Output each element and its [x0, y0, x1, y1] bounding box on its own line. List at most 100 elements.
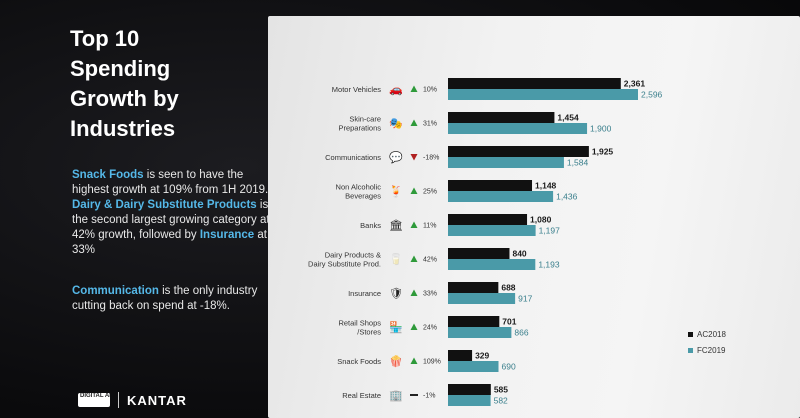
text-segment: Insurance	[199, 229, 255, 241]
building-icon: 🏢	[389, 390, 403, 402]
bank-icon: 🏛	[389, 219, 403, 232]
value-label-ac2018: 1,080	[530, 215, 552, 225]
trend-up-icon	[410, 323, 418, 330]
trend-up-icon	[410, 255, 418, 262]
bar-ac2018	[448, 316, 500, 327]
bar-fc2019	[448, 157, 564, 168]
value-label-fc2019: 582	[494, 396, 508, 406]
text-segment: Dairy & Dairy Substitute Products	[72, 199, 257, 211]
bar-ac2018	[448, 350, 473, 361]
bar-ac2018	[448, 282, 499, 293]
growth-percent: 10%	[423, 87, 437, 94]
category-label: Beverages	[345, 192, 381, 201]
category-label: Non Alcoholic	[336, 183, 382, 192]
title-line-1: Top 10	[70, 26, 140, 51]
bar-ac2018	[448, 180, 533, 191]
growth-percent: -1%	[423, 393, 435, 400]
category-label: Skin-care	[349, 115, 381, 124]
title-line-2: Spending	[70, 56, 171, 81]
value-label-ac2018: 688	[501, 283, 515, 293]
text-segment: Snack Foods	[72, 169, 144, 181]
popcorn-icon: 🍿	[389, 355, 403, 368]
growth-percent: 42%	[423, 257, 437, 264]
car-icon: 🚗	[389, 84, 403, 96]
growth-percent: 109%	[423, 359, 441, 366]
category-label: Motor Vehicles	[332, 85, 381, 94]
value-label-ac2018: 840	[512, 249, 526, 259]
value-label-fc2019: 1,584	[567, 158, 589, 168]
category-label: Banks	[360, 221, 381, 230]
trend-up-icon	[410, 221, 418, 228]
title-line-4: Industries	[70, 116, 176, 141]
bar-fc2019	[448, 89, 638, 100]
value-label-fc2019: 1,900	[590, 124, 612, 134]
slide-title: Top 10 Spending Growth by Industries	[70, 24, 270, 144]
bar-ac2018	[448, 112, 555, 123]
category-label: Real Estate	[342, 391, 381, 400]
digital-advertising-logo: DIGITAL ADVERTISING	[78, 393, 110, 407]
legend-swatch-fc2019	[688, 348, 693, 353]
bar-ac2018	[448, 146, 589, 157]
legend-label-fc2019: FC2019	[697, 346, 726, 355]
legend-label-ac2018: AC2018	[697, 330, 726, 339]
value-label-fc2019: 1,436	[556, 192, 578, 202]
value-label-ac2018: 585	[494, 385, 508, 395]
trend-up-icon	[410, 119, 418, 126]
growth-percent: 11%	[423, 223, 437, 230]
bar-ac2018	[448, 384, 491, 395]
value-label-fc2019: 2,596	[641, 90, 663, 100]
category-label: Preparations	[338, 124, 381, 133]
value-label-ac2018: 2,361	[624, 79, 646, 89]
trend-up-icon	[410, 289, 418, 296]
bar-fc2019	[448, 395, 491, 406]
bar-fc2019	[448, 259, 536, 270]
category-label: Dairy Substitute Prod.	[308, 260, 381, 269]
shield-icon: 🛡	[389, 287, 403, 300]
mask-icon: 🎭	[389, 118, 403, 130]
value-label-fc2019: 917	[518, 294, 532, 304]
bar-fc2019	[448, 123, 588, 134]
category-label: /Stores	[357, 328, 381, 337]
trend-up-icon	[410, 187, 418, 194]
growth-percent: 33%	[423, 291, 437, 298]
value-label-ac2018: 1,454	[557, 113, 579, 123]
category-label: Retail Shops	[338, 319, 381, 328]
category-label: Insurance	[348, 289, 381, 298]
category-label: Communications	[325, 153, 381, 162]
text-segment: at 33%	[72, 229, 267, 256]
trend-up-icon	[410, 85, 418, 92]
value-label-ac2018: 1,148	[535, 181, 557, 191]
milk-icon: 🥛	[389, 253, 403, 266]
kantar-logo: KANTAR	[127, 392, 187, 408]
bar-fc2019	[448, 327, 512, 338]
drink-icon: 🍹	[389, 184, 403, 198]
summary-paragraph-2: Communication is the only industry cutti…	[72, 284, 262, 314]
bar-fc2019	[448, 225, 536, 236]
value-label-fc2019: 1,197	[539, 226, 561, 236]
title-line-3: Growth by	[70, 86, 179, 111]
category-label: Snack Foods	[337, 357, 381, 366]
value-label-ac2018: 329	[475, 351, 489, 361]
text-segment: is seen to have the highest growth at 10…	[72, 169, 269, 196]
category-label: Dairy Products &	[325, 251, 381, 260]
growth-percent: 25%	[423, 189, 437, 196]
value-label-ac2018: 1,925	[592, 147, 614, 157]
value-label-fc2019: 866	[514, 328, 528, 338]
bar-ac2018	[448, 78, 621, 89]
summary-paragraph-1: Snack Foods is seen to have the highest …	[72, 168, 272, 258]
value-label-ac2018: 701	[502, 317, 516, 327]
value-label-fc2019: 1,193	[538, 260, 560, 270]
value-label-fc2019: 690	[502, 362, 516, 372]
growth-percent: -18%	[423, 155, 439, 162]
trend-flat-icon	[410, 394, 418, 396]
bar-ac2018	[448, 248, 510, 259]
text-segment: is the second largest growing category a…	[72, 199, 270, 241]
store-icon: 🏪	[389, 321, 403, 334]
bar-fc2019	[448, 191, 554, 202]
text-segment: Communication	[72, 285, 159, 297]
brand-footer: DIGITAL ADVERTISING KANTAR	[78, 392, 187, 408]
trend-up-icon	[410, 357, 418, 364]
projector-screen: Motor Vehicles 🚗 10% 2,361 2,596 Skin-care Pre…	[268, 16, 800, 418]
legend-swatch-ac2018	[688, 332, 693, 337]
